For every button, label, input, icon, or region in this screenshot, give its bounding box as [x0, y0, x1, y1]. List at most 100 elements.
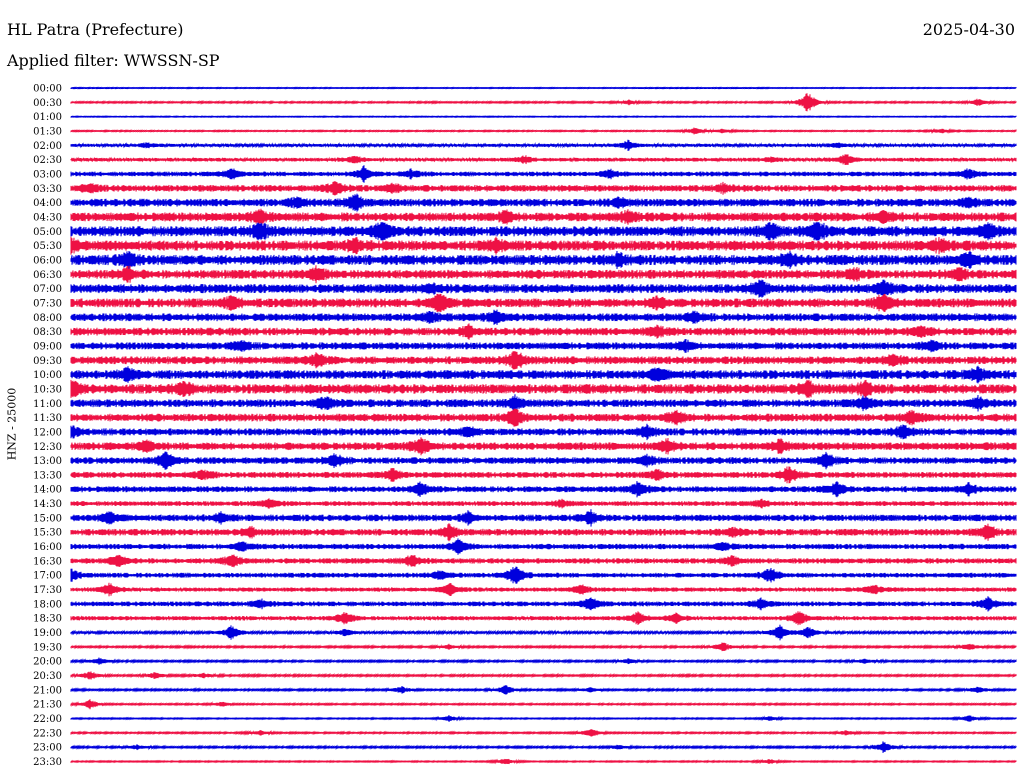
- seismic-trace: [70, 642, 1017, 652]
- seismic-trace: [70, 154, 1017, 165]
- seismic-trace: [70, 741, 1017, 753]
- time-tick-label: 05:00: [33, 227, 62, 238]
- seismic-trace: [70, 93, 1017, 112]
- time-tick-label: 20:00: [33, 657, 62, 668]
- seismic-trace: [70, 566, 1017, 584]
- time-tick-label: 09:30: [33, 356, 62, 367]
- time-tick-label: 13:30: [33, 470, 62, 481]
- time-tick-label: 11:00: [33, 399, 62, 410]
- seismic-trace: [70, 338, 1017, 353]
- time-tick-label: 22:30: [33, 728, 62, 739]
- seismic-trace: [70, 671, 1017, 680]
- seismic-trace: [70, 624, 1017, 641]
- time-tick-label: 01:30: [33, 126, 62, 137]
- filter-label: Applied filter: WWSSN-SP: [7, 51, 220, 70]
- seismic-trace: [70, 115, 1017, 119]
- time-tick-label: 06:00: [33, 255, 62, 266]
- time-tick-label: 18:30: [33, 614, 62, 625]
- seismic-trace: [70, 685, 1017, 695]
- seismic-trace: [70, 250, 1017, 270]
- seismic-trace: [70, 193, 1017, 212]
- time-tick-label: 21:30: [33, 700, 62, 711]
- seismic-trace: [70, 236, 1017, 255]
- seismic-trace: [70, 265, 1017, 284]
- time-tick-label: 04:30: [33, 212, 62, 223]
- time-tick-label: 02:30: [33, 155, 62, 166]
- time-tick-label: 05:30: [33, 241, 62, 252]
- seismic-trace: [70, 729, 1017, 737]
- seismic-trace: [70, 127, 1017, 135]
- seismic-trace: [70, 596, 1017, 612]
- seismic-trace: [70, 481, 1017, 498]
- time-tick-label: 15:30: [33, 528, 62, 539]
- time-tick-label: 21:00: [33, 685, 62, 696]
- time-tick-label: 04:00: [33, 198, 62, 209]
- time-tick-label: 06:30: [33, 270, 62, 281]
- seismic-trace: [70, 437, 1017, 456]
- time-tick-label: 16:30: [33, 556, 62, 567]
- time-tick-label: 18:00: [33, 599, 62, 610]
- seismic-trace: [70, 208, 1017, 226]
- seismic-trace: [70, 498, 1017, 509]
- seismic-trace: [70, 758, 1017, 765]
- time-tick-label: 19:30: [33, 642, 62, 653]
- seismic-trace: [70, 309, 1017, 325]
- time-tick-label: 08:00: [33, 313, 62, 324]
- seismic-trace: [70, 611, 1017, 626]
- time-tick-label: 17:00: [33, 571, 62, 582]
- station-title: HL Patra (Prefecture): [7, 20, 184, 39]
- time-tick-label: 17:30: [33, 585, 62, 596]
- time-tick-label: 12:00: [33, 427, 62, 438]
- time-tick-label: 09:00: [33, 341, 62, 352]
- seismic-trace: [70, 554, 1017, 568]
- time-tick-label: 10:30: [33, 384, 62, 395]
- time-tick-label: 10:00: [33, 370, 62, 381]
- seismic-trace: [70, 323, 1017, 340]
- time-tick-label: 16:00: [33, 542, 62, 553]
- time-tick-label: 22:00: [33, 714, 62, 725]
- seismic-trace: [70, 451, 1017, 470]
- date-label: 2025-04-30: [922, 20, 1015, 39]
- time-tick-label: 23:00: [33, 743, 62, 754]
- seismic-trace: [70, 657, 1017, 665]
- seismic-trace: [70, 582, 1017, 597]
- time-tick-label: 12:30: [33, 442, 62, 453]
- seismic-trace: [70, 379, 1017, 398]
- seismic-trace: [70, 165, 1017, 183]
- seismic-trace: [70, 351, 1017, 370]
- seismic-trace: [70, 523, 1017, 542]
- time-tick-label: 07:00: [33, 284, 62, 295]
- seismic-trace: [70, 86, 1017, 90]
- seismic-trace: [70, 365, 1017, 384]
- seismic-trace: [70, 538, 1017, 555]
- time-tick-label: 23:30: [33, 757, 62, 768]
- time-tick-label: 08:30: [33, 327, 62, 338]
- time-tick-label: 14:30: [33, 499, 62, 510]
- time-tick-label: 03:00: [33, 169, 62, 180]
- seismic-trace: [70, 222, 1017, 241]
- seismic-trace: [70, 423, 1017, 441]
- seismic-trace: [70, 279, 1017, 298]
- time-tick-label: 15:00: [33, 513, 62, 524]
- time-tick-label: 07:30: [33, 298, 62, 309]
- seismic-trace: [70, 509, 1017, 527]
- seismic-trace: [70, 715, 1017, 722]
- seismic-trace: [70, 139, 1017, 151]
- time-tick-label: 20:30: [33, 671, 62, 682]
- time-tick-label: 00:00: [33, 84, 62, 95]
- seismic-trace: [70, 394, 1017, 413]
- time-tick-label: 11:30: [33, 413, 62, 424]
- time-tick-label: 00:30: [33, 98, 62, 109]
- seismic-trace: [70, 181, 1017, 196]
- seismic-trace: [70, 699, 1017, 710]
- time-tick-label: 13:00: [33, 456, 62, 467]
- seismic-trace: [70, 293, 1017, 312]
- time-tick-label: 02:00: [33, 141, 62, 152]
- seismic-trace: [70, 466, 1017, 484]
- time-tick-label: 01:00: [33, 112, 62, 123]
- time-tick-label: 14:00: [33, 485, 62, 496]
- time-tick-label: 03:30: [33, 184, 62, 195]
- seismic-trace: [70, 408, 1017, 427]
- time-tick-label: 19:00: [33, 628, 62, 639]
